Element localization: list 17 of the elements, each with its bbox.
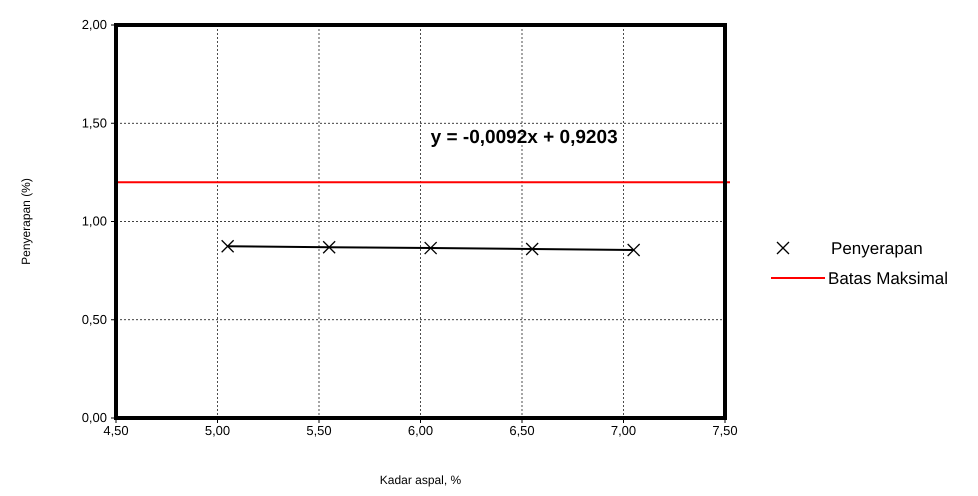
y-tick-label: 1,50: [82, 115, 107, 130]
x-tick-label: 4,50: [103, 423, 129, 438]
y-tick-label: 2,00: [82, 17, 107, 32]
y-tick-label: 0,00: [82, 410, 107, 425]
x-tick-label: 6,50: [509, 423, 535, 438]
x-tick-label: 7,50: [712, 423, 738, 438]
y-axis-title: Penyerapan (%): [19, 178, 33, 265]
x-axis-title: Kadar aspal, %: [380, 473, 462, 487]
y-tick-label: 0,50: [82, 312, 107, 327]
x-tick-label: 5,50: [306, 423, 332, 438]
x-tick-label: 6,00: [408, 423, 434, 438]
x-tick-label: 7,00: [610, 423, 636, 438]
legend-label: Batas Maksimal: [828, 269, 948, 288]
annotation: y = -0,0092x + 0,9203: [430, 126, 618, 148]
y-tick-label: 1,00: [82, 214, 107, 228]
x-tick-label: 5,00: [204, 423, 230, 438]
text: Penyerapan: [831, 239, 923, 258]
